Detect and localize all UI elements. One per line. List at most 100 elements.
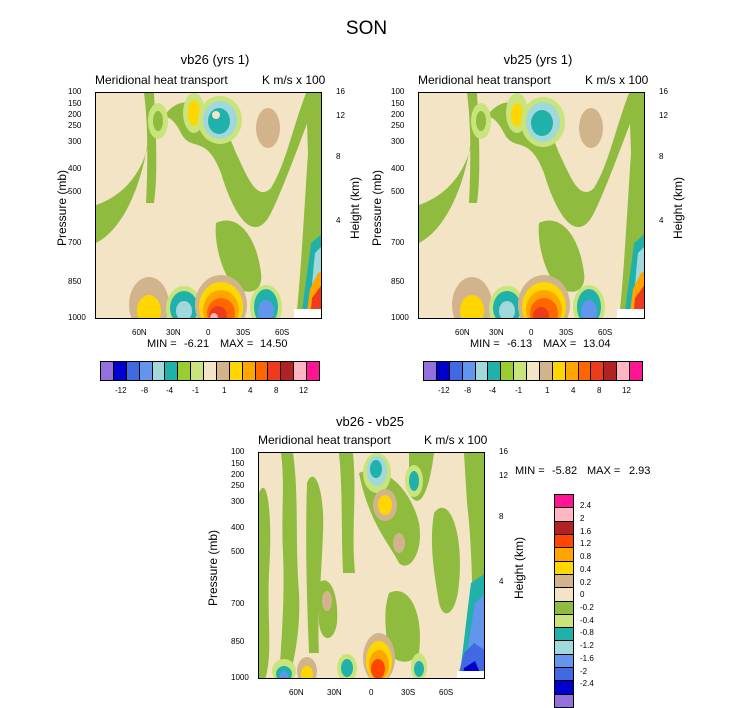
ylabel-right: Height (km) <box>512 537 526 600</box>
ytick-label: 700 <box>68 238 82 247</box>
colorbar-swatch <box>555 548 573 562</box>
colorbar-label: 2 <box>580 514 585 523</box>
ytick-label: 150 <box>391 99 405 108</box>
xtick-label: 0 <box>206 328 211 337</box>
panel-title: vb26 - vb25 <box>336 414 404 429</box>
max-label: MAX = <box>220 338 254 350</box>
min-value: -6.13 <box>507 338 533 350</box>
colorbar-swatch <box>268 362 282 380</box>
colorbar <box>554 494 574 708</box>
colorbar-swatch <box>555 641 573 655</box>
colorbar-label: 0.8 <box>580 552 592 561</box>
colorbar-swatch <box>436 362 450 380</box>
colorbar-label: 12 <box>622 386 631 395</box>
colorbar-swatch <box>101 362 114 380</box>
colorbar-swatch <box>555 508 573 522</box>
colorbar-swatch <box>178 362 192 380</box>
min-value: -5.82 <box>552 465 578 477</box>
left-string: Meridional heat transport <box>258 433 391 447</box>
colorbar-label: 4 <box>248 386 253 395</box>
colorbar-label: -1 <box>192 386 200 395</box>
colorbar-label: 0.4 <box>580 565 592 574</box>
xtick-label: 0 <box>369 688 374 697</box>
colorbar-label: -1.2 <box>580 641 594 650</box>
colorbar-label: -2 <box>580 667 588 676</box>
ytick-right-label: 16 <box>659 87 668 96</box>
colorbar-label: -1.6 <box>580 654 594 663</box>
colorbar-swatch <box>555 614 573 629</box>
colorbar-swatch <box>475 362 489 380</box>
ylabel: Pressure (mb) <box>370 170 384 247</box>
ytick-label: 850 <box>231 637 245 646</box>
right-string: K m/s x 100 <box>262 73 326 87</box>
colorbar-swatch <box>555 588 573 602</box>
colorbar-label: -4 <box>166 386 174 395</box>
colorbar-swatch <box>555 574 573 589</box>
colorbar-swatch <box>424 362 437 380</box>
max-value: 2.93 <box>629 465 651 477</box>
xtick-label: 30S <box>559 328 574 337</box>
max-value: 13.04 <box>583 338 611 350</box>
colorbar-swatch <box>555 681 573 695</box>
xtick-label: 30N <box>327 688 342 697</box>
ytick-label: 1000 <box>68 313 86 322</box>
ytick-label: 1000 <box>391 313 409 322</box>
ytick-label: 700 <box>231 599 245 608</box>
ytick-right-label: 4 <box>499 577 504 586</box>
min-value: -6.21 <box>184 338 210 350</box>
colorbar-label: -0.4 <box>580 616 594 625</box>
colorbar-label: -2.4 <box>580 679 594 688</box>
xtick-label: 60S <box>598 328 613 337</box>
ytick-right-label: 16 <box>499 447 508 456</box>
colorbar-swatch <box>126 362 140 380</box>
colorbar-label: 1.2 <box>580 539 592 548</box>
ylabel-right: Height (km) <box>671 177 685 240</box>
colorbar-label: 8 <box>274 386 279 395</box>
ytick-label: 400 <box>231 523 245 532</box>
xtick-label: 0 <box>529 328 534 337</box>
colorbar-swatch <box>555 654 573 669</box>
ytick-label: 500 <box>391 187 405 196</box>
ytick-label: 150 <box>68 99 82 108</box>
ytick-label: 300 <box>231 497 245 506</box>
colorbar-swatch <box>229 362 243 380</box>
ylabel: Pressure (mb) <box>55 170 69 247</box>
colorbar <box>100 361 320 381</box>
xtick-label: 60S <box>275 328 290 337</box>
xtick-label: 30S <box>236 328 251 337</box>
min-label: MIN = <box>470 338 500 350</box>
colorbar-swatch <box>242 362 256 380</box>
colorbar-swatch <box>204 362 217 380</box>
left-string: Meridional heat transport <box>418 73 551 87</box>
right-string: K m/s x 100 <box>585 73 649 87</box>
ytick-label: 200 <box>68 110 82 119</box>
colorbar-swatch <box>113 362 127 380</box>
xtick-label: 60S <box>439 688 454 697</box>
colorbar-swatch <box>552 362 566 380</box>
colorbar-swatch <box>555 694 573 707</box>
ytick-label: 700 <box>391 238 405 247</box>
colorbar-swatch <box>578 362 592 380</box>
colorbar-swatch <box>555 495 573 509</box>
contour-plot <box>95 92 322 319</box>
ytick-right-label: 8 <box>499 512 504 521</box>
colorbar-swatch <box>281 362 295 380</box>
colorbar-swatch <box>165 362 179 380</box>
xtick-label: 60N <box>289 688 304 697</box>
xtick-label: 60N <box>132 328 147 337</box>
xtick-label: 30N <box>489 328 504 337</box>
colorbar-label: -12 <box>115 386 127 395</box>
ytick-label: 200 <box>231 470 245 479</box>
ytick-label: 1000 <box>231 673 249 682</box>
ytick-label: 500 <box>231 547 245 556</box>
colorbar-label: 1 <box>545 386 550 395</box>
colorbar-swatch <box>216 362 230 380</box>
max-value: 14.50 <box>260 338 288 350</box>
ytick-label: 400 <box>391 164 405 173</box>
colorbar-swatch <box>152 362 166 380</box>
colorbar-swatch <box>501 362 515 380</box>
colorbar-label: 0.2 <box>580 578 592 587</box>
min-label: MIN = <box>515 465 545 477</box>
xtick-label: 60N <box>455 328 470 337</box>
contour-plot <box>258 452 485 679</box>
